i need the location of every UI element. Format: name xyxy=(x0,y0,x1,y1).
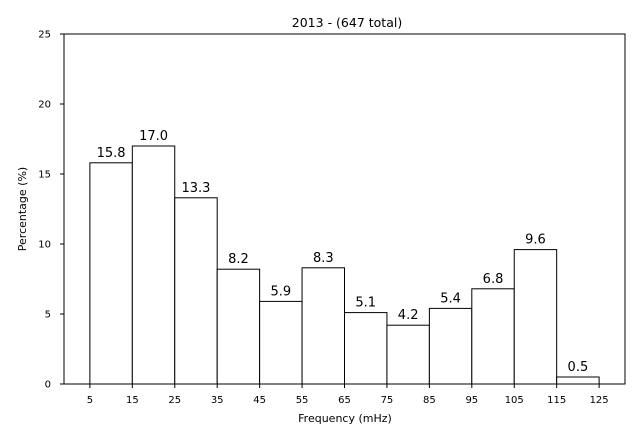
x-tick-label: 115 xyxy=(547,395,566,406)
bar-3 xyxy=(174,197,218,385)
x-axis: 5 15 25 35 45 55 65 75 85 95 105 115 125 xyxy=(87,384,609,406)
bar-12 xyxy=(556,376,600,385)
bar-value-label-7: 5.1 xyxy=(355,296,376,311)
bar-value-label-3: 13.3 xyxy=(181,181,210,196)
y-tick-label: 10 xyxy=(38,240,51,251)
x-tick-label: 95 xyxy=(465,395,478,406)
bar-labels-group: 15.8 17.0 13.3 8.2 5.9 8.3 5.1 4.2 5.4 6.8 9.6 0.5 xyxy=(97,129,589,375)
bar-value-label-5: 5.9 xyxy=(271,284,292,299)
bar-value-label-6: 8.3 xyxy=(313,251,334,266)
bar-5 xyxy=(259,300,303,385)
bar-value-label-4: 8.2 xyxy=(228,252,249,267)
bar-value-label-9: 5.4 xyxy=(440,291,461,306)
chart-title: 2013 - (647 total) xyxy=(292,15,402,30)
x-tick-label: 65 xyxy=(338,395,351,406)
bar-value-label-8: 4.2 xyxy=(398,308,419,323)
bar-6 xyxy=(301,267,346,385)
x-tick-label: 125 xyxy=(590,395,609,406)
x-tick-label: 105 xyxy=(505,395,524,406)
y-tick-label: 25 xyxy=(38,30,51,41)
x-tick-label: 85 xyxy=(423,395,436,406)
x-tick-label: 5 xyxy=(87,395,93,406)
bar-8 xyxy=(386,324,430,385)
bars-group xyxy=(89,145,600,385)
y-axis: 0 5 10 15 20 25 xyxy=(38,30,64,391)
bar-2 xyxy=(131,145,176,385)
y-tick-label: 5 xyxy=(45,310,51,321)
plot-frame xyxy=(63,33,626,385)
bar-value-label-10: 6.8 xyxy=(483,272,504,287)
bar-7 xyxy=(344,312,388,385)
bar-11 xyxy=(513,249,558,385)
bar-10 xyxy=(471,288,515,385)
x-tick-label: 25 xyxy=(168,395,181,406)
x-axis-title: Frequency (mHz) xyxy=(298,412,392,425)
x-tick-label: 45 xyxy=(253,395,266,406)
bar-value-label-1: 15.8 xyxy=(97,146,126,161)
bar-value-label-12: 0.5 xyxy=(568,360,589,375)
x-tick-label: 35 xyxy=(211,395,224,406)
bar-value-label-2: 17.0 xyxy=(139,129,168,144)
bar-9 xyxy=(428,307,473,385)
x-tick-label: 75 xyxy=(381,395,394,406)
bar-1 xyxy=(89,162,133,385)
y-tick-label: 0 xyxy=(45,380,51,391)
y-axis-title: Percentage (%) xyxy=(16,167,29,251)
y-tick-label: 15 xyxy=(38,170,51,181)
bar-value-label-11: 9.6 xyxy=(525,233,546,248)
bar-4 xyxy=(216,268,261,385)
y-tick-label: 20 xyxy=(38,100,51,111)
x-tick-label: 15 xyxy=(126,395,139,406)
x-tick-label: 55 xyxy=(296,395,309,406)
